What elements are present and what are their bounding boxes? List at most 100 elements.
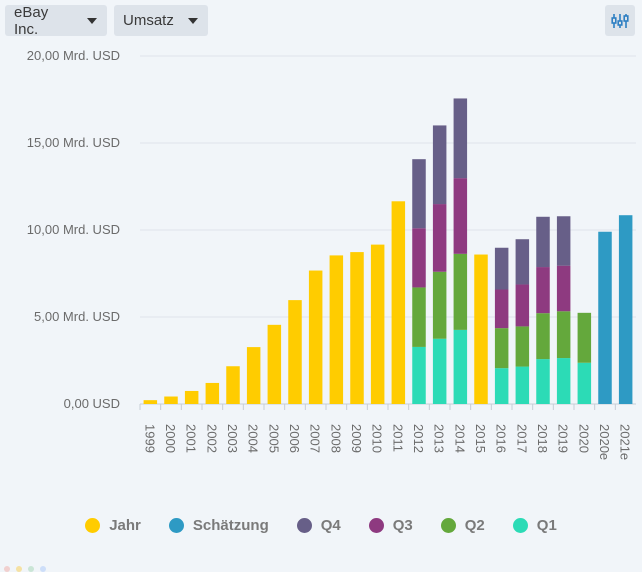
x-tick-label: 2001 (184, 424, 199, 453)
bar-schätzung-2020e[interactable] (598, 231, 612, 404)
y-axis: 0,00 USD 5,00 Mrd. USD 10,00 Mrd. USD 15,00… (27, 48, 120, 411)
bar-jahr-2003[interactable] (226, 366, 240, 404)
x-tick-label: 2018 (535, 424, 550, 453)
bar-jahr-2007[interactable] (308, 270, 323, 404)
bar-q4-2014[interactable] (453, 98, 468, 179)
bar-jahr-2000[interactable] (164, 396, 178, 404)
bar-q3-2012[interactable] (412, 228, 426, 288)
x-tick-label: 2016 (494, 424, 509, 453)
bar-jahr-2009[interactable] (350, 252, 364, 404)
bar-jahr-1999[interactable] (143, 400, 158, 404)
y-tick-label: 5,00 Mrd. USD (34, 309, 120, 324)
y-tick-label: 20,00 Mrd. USD (27, 48, 120, 63)
bar-q2-2020[interactable] (577, 312, 592, 363)
bars (143, 98, 633, 404)
bar-q1-2013[interactable] (432, 338, 447, 404)
bar-q1-2020[interactable] (577, 362, 592, 404)
bar-q4-2016[interactable] (494, 247, 509, 290)
bar-jahr-2011[interactable] (391, 201, 406, 404)
bar-jahr-2004[interactable] (246, 347, 261, 404)
bar-q2-2019[interactable] (556, 311, 571, 359)
bar-q1-2012[interactable] (412, 346, 426, 404)
y-tick-label: 0,00 USD (64, 396, 120, 411)
x-tick-label: 2003 (225, 424, 240, 453)
bar-schätzung-2021e[interactable] (618, 215, 633, 404)
x-tick-label: 2021e (618, 424, 633, 460)
bar-q3-2016[interactable] (494, 289, 509, 329)
metric-dropdown-label: Umsatz (123, 12, 174, 29)
legend-swatch (440, 517, 456, 533)
bar-q4-2012[interactable] (412, 159, 426, 229)
bar-q2-2018[interactable] (536, 313, 550, 360)
bar-q1-2017[interactable] (515, 366, 530, 404)
bar-jahr-2010[interactable] (370, 244, 385, 404)
x-tick-label: 2002 (204, 424, 219, 453)
x-tick-label: 2010 (370, 424, 385, 453)
legend-label: Jahr (109, 516, 141, 534)
x-tick-label: 2006 (287, 424, 302, 453)
bar-q2-2013[interactable] (432, 271, 447, 339)
legend-item-jahr[interactable]: Jahr (85, 517, 141, 534)
bar-q2-2017[interactable] (515, 326, 530, 367)
company-dropdown[interactable]: eBay Inc. (5, 4, 107, 38)
legend-item-q1[interactable]: Q1 (512, 516, 557, 534)
bar-q3-2017[interactable] (515, 284, 530, 327)
legend-swatch (512, 517, 528, 533)
legend-item-schaetzung[interactable]: Schätzung (168, 516, 269, 534)
bar-jahr-2001[interactable] (184, 390, 199, 404)
chevron-down-icon (188, 17, 198, 24)
x-tick-label: 2019 (556, 424, 571, 453)
bar-jahr-2002[interactable] (205, 382, 220, 404)
bar-jahr-2005[interactable] (267, 324, 282, 404)
metric-dropdown[interactable]: Umsatz (114, 5, 208, 36)
legend-label: Q4 (320, 516, 341, 534)
x-tick-label: 2015 (473, 424, 488, 453)
x-tick-label: 2020e (597, 424, 612, 460)
x-tick-label: 2008 (328, 424, 343, 453)
x-tick-label: 2000 (163, 424, 178, 453)
bar-q3-2018[interactable] (536, 267, 550, 314)
bar-jahr-2006[interactable] (288, 300, 302, 404)
x-tick-label: 2004 (246, 424, 261, 453)
legend-swatch (85, 517, 101, 533)
loading-dots (4, 566, 46, 572)
revenue-chart: 0,00 USD 5,00 Mrd. USD 10,00 Mrd. USD 15,00… (27, 48, 636, 460)
bar-q2-2014[interactable] (453, 253, 468, 330)
bar-q4-2013[interactable] (432, 125, 447, 205)
chart-settings-icon (611, 13, 629, 28)
x-tick-label: 2011 (390, 424, 405, 452)
legend: Jahr Schätzung Q4 Q3 Q2 Q1 (0, 512, 642, 538)
bar-q2-2016[interactable] (494, 328, 509, 369)
legend-swatch (168, 517, 184, 533)
toolbar: eBay Inc. Umsatz (0, 0, 642, 44)
legend-label: Q2 (464, 516, 485, 534)
bar-q1-2018[interactable] (536, 359, 550, 404)
bar-q4-2019[interactable] (556, 216, 571, 266)
legend-item-q2[interactable]: Q2 (440, 516, 485, 534)
bar-q1-2014[interactable] (453, 329, 468, 404)
legend-label: Q3 (392, 516, 413, 534)
legend-label: Schätzung (192, 516, 269, 534)
y-tick-label: 10,00 Mrd. USD (27, 222, 120, 237)
bar-q2-2012[interactable] (412, 287, 426, 347)
bar-q4-2017[interactable] (515, 239, 530, 285)
bar-q3-2019[interactable] (556, 265, 571, 312)
x-tick-label: 2014 (452, 424, 467, 453)
bar-q3-2013[interactable] (432, 204, 447, 272)
bar-q1-2019[interactable] (556, 358, 571, 404)
legend-swatch (296, 517, 312, 533)
legend-item-q3[interactable]: Q3 (368, 516, 413, 534)
bar-q3-2014[interactable] (453, 178, 468, 254)
x-tick-label: 2007 (308, 424, 323, 453)
bar-jahr-2008[interactable] (329, 255, 344, 404)
bar-q1-2016[interactable] (494, 368, 509, 404)
chevron-down-icon (87, 17, 97, 24)
chart-settings-button[interactable] (605, 5, 635, 36)
legend-swatch (368, 517, 384, 533)
bar-jahr-2015[interactable] (474, 254, 488, 404)
bar-q4-2018[interactable] (536, 216, 550, 268)
legend-item-q4[interactable]: Q4 (296, 516, 341, 534)
legend-label: Q1 (536, 516, 557, 534)
x-tick-label: 1999 (142, 424, 157, 453)
x-tick-label: 2012 (411, 424, 426, 453)
